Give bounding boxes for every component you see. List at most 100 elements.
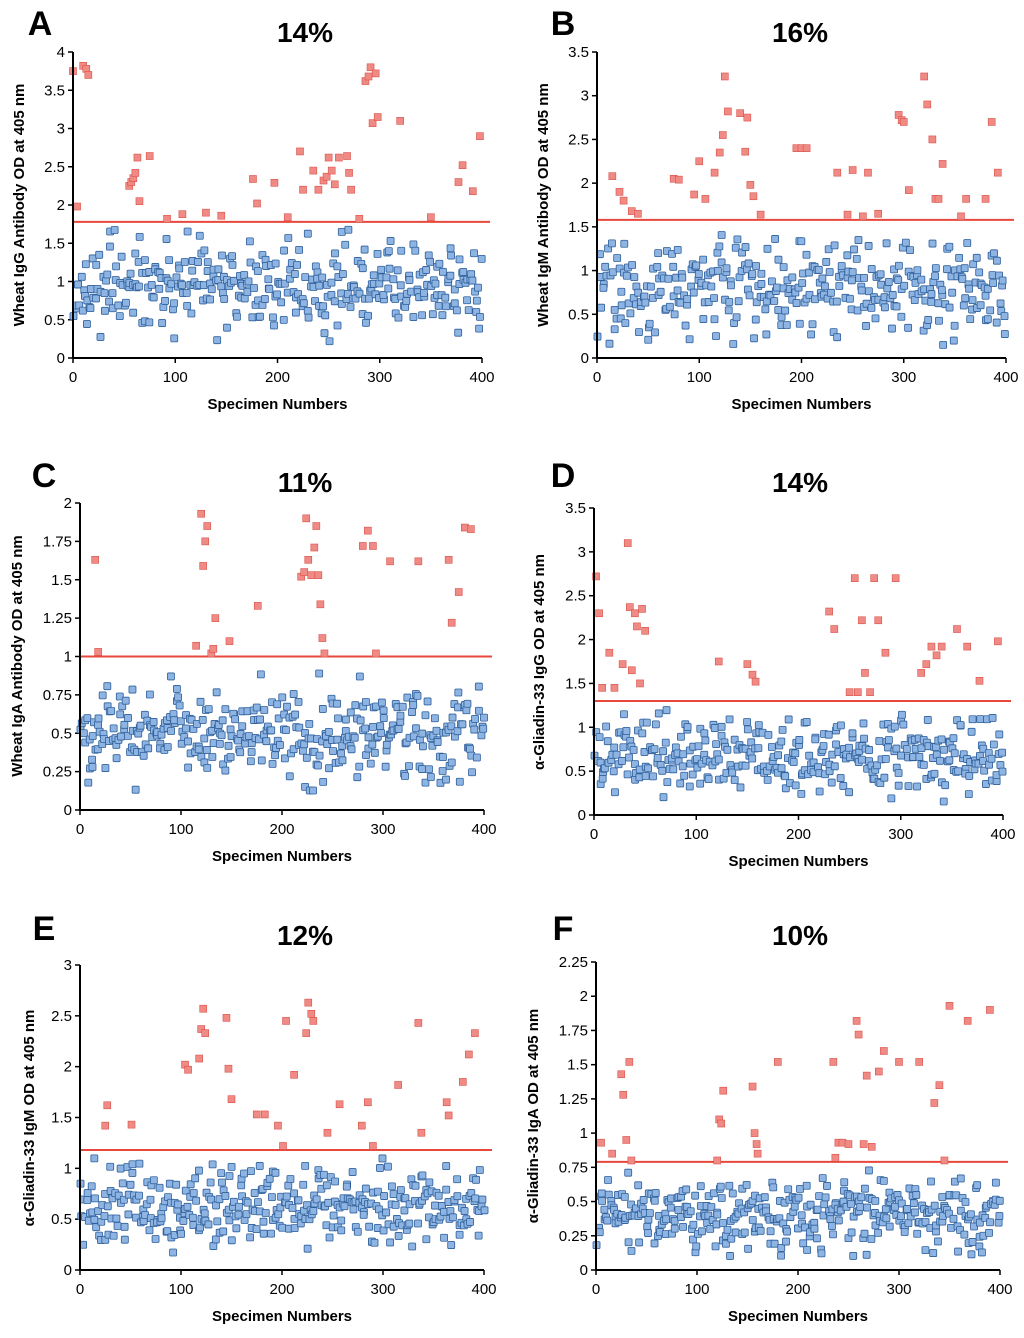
data-point-below-cutoff xyxy=(717,1194,726,1202)
data-point-above-cutoff xyxy=(343,152,351,160)
data-point-below-cutoff xyxy=(459,267,468,276)
data-point-below-cutoff xyxy=(109,1231,118,1240)
data-point-above-cutoff xyxy=(73,202,81,211)
data-point-below-cutoff xyxy=(938,1193,947,1201)
data-point-below-cutoff xyxy=(864,242,873,250)
data-point-below-cutoff xyxy=(989,279,998,288)
data-point-below-cutoff xyxy=(256,670,265,679)
data-point-below-cutoff xyxy=(337,749,345,758)
data-point-below-cutoff xyxy=(362,751,370,760)
data-point-below-cutoff xyxy=(423,697,432,706)
data-point-below-cutoff xyxy=(203,258,212,267)
data-point-below-cutoff xyxy=(149,1176,158,1185)
data-point-below-cutoff xyxy=(440,1207,448,1216)
data-point-above-cutoff xyxy=(372,649,380,658)
data-point-below-cutoff xyxy=(167,672,175,681)
data-point-below-cutoff xyxy=(894,261,903,270)
data-point-above-cutoff xyxy=(318,634,327,642)
data-point-below-cutoff xyxy=(452,306,461,315)
data-point-below-cutoff xyxy=(81,260,90,269)
data-point-below-cutoff xyxy=(599,283,608,292)
data-point-above-cutoff xyxy=(454,178,463,186)
data-point-below-cutoff xyxy=(744,1244,753,1253)
data-point-below-cutoff xyxy=(475,1166,484,1174)
y-tick-label: 2 xyxy=(64,495,72,512)
data-point-below-cutoff xyxy=(802,718,811,726)
data-point-below-cutoff xyxy=(128,1169,137,1177)
data-point-below-cutoff xyxy=(610,743,619,752)
data-point-below-cutoff xyxy=(685,782,694,791)
data-point-below-cutoff xyxy=(193,719,201,728)
data-point-below-cutoff xyxy=(442,1162,451,1170)
data-point-below-cutoff xyxy=(995,730,1004,739)
data-point-above-cutoff xyxy=(476,132,484,140)
data-point-below-cutoff xyxy=(898,710,906,719)
data-point-below-cutoff xyxy=(290,270,299,278)
x-tick-label: 0 xyxy=(590,826,598,843)
data-point-above-cutoff xyxy=(199,1004,208,1013)
data-point-above-cutoff xyxy=(282,1017,290,1025)
data-point-below-cutoff xyxy=(284,1181,293,1190)
data-point-below-cutoff xyxy=(446,244,455,253)
data-point-below-cutoff xyxy=(277,298,286,307)
data-point-below-cutoff xyxy=(169,1248,177,1257)
data-point-below-cutoff xyxy=(291,710,300,719)
data-point-below-cutoff xyxy=(624,1238,633,1247)
y-axis-title: α-Gliadin-33 IgG OD at 405 nm xyxy=(531,554,548,770)
data-point-below-cutoff xyxy=(883,284,892,293)
data-point-below-cutoff xyxy=(163,1227,172,1236)
data-point-below-cutoff xyxy=(897,751,905,760)
data-point-below-cutoff xyxy=(677,732,685,741)
data-point-below-cutoff xyxy=(595,733,604,742)
data-point-above-cutoff xyxy=(597,1138,605,1147)
data-point-below-cutoff xyxy=(237,1181,246,1190)
x-axis-title: Specimen Numbers xyxy=(212,1308,352,1325)
data-point-below-cutoff xyxy=(595,1228,604,1237)
data-point-below-cutoff xyxy=(849,1252,858,1260)
data-point-below-cutoff xyxy=(103,682,112,691)
data-point-above-cutoff xyxy=(335,1100,344,1109)
data-point-below-cutoff xyxy=(401,1194,410,1203)
y-tick-label: 0.5 xyxy=(44,312,65,329)
data-point-below-cutoff xyxy=(475,324,484,333)
x-axis-title: Specimen Numbers xyxy=(207,396,347,413)
data-point-below-cutoff xyxy=(478,1195,487,1204)
data-point-above-cutoff xyxy=(605,648,614,657)
data-point-below-cutoff xyxy=(670,1224,679,1233)
data-point-below-cutoff xyxy=(879,1177,888,1185)
data-point-below-cutoff xyxy=(728,1189,737,1198)
panel-letter: A xyxy=(28,5,53,43)
data-point-below-cutoff xyxy=(174,693,182,702)
data-point-above-cutoff xyxy=(994,168,1002,177)
data-point-below-cutoff xyxy=(250,1189,259,1197)
data-point-below-cutoff xyxy=(937,286,946,294)
data-point-below-cutoff xyxy=(871,314,880,323)
data-point-below-cutoff xyxy=(136,721,145,730)
data-point-below-cutoff xyxy=(810,1224,819,1233)
data-point-below-cutoff xyxy=(411,246,420,255)
data-point-below-cutoff xyxy=(293,260,302,269)
data-point-below-cutoff xyxy=(245,237,254,246)
data-point-below-cutoff xyxy=(285,772,294,781)
data-point-below-cutoff xyxy=(814,265,823,274)
data-point-below-cutoff xyxy=(620,710,628,719)
data-point-below-cutoff xyxy=(471,714,479,723)
data-point-below-cutoff xyxy=(797,237,806,246)
data-point-below-cutoff xyxy=(887,794,896,803)
data-point-below-cutoff xyxy=(770,1239,779,1248)
data-point-below-cutoff xyxy=(680,771,689,780)
data-point-below-cutoff xyxy=(236,748,245,757)
data-point-below-cutoff xyxy=(891,1202,899,1211)
data-point-above-cutoff xyxy=(756,210,765,219)
data-point-below-cutoff xyxy=(341,240,350,249)
y-tick-label: 2 xyxy=(64,1059,72,1076)
data-point-below-cutoff xyxy=(924,316,933,324)
data-point-above-cutoff xyxy=(252,1110,261,1119)
data-point-below-cutoff xyxy=(757,269,766,278)
data-point-above-cutoff xyxy=(368,119,377,127)
data-point-above-cutoff xyxy=(454,588,463,596)
data-point-below-cutoff xyxy=(622,271,631,280)
y-tick-label: 1.5 xyxy=(565,675,586,692)
data-point-below-cutoff xyxy=(318,273,327,282)
data-point-above-cutoff xyxy=(628,666,636,675)
